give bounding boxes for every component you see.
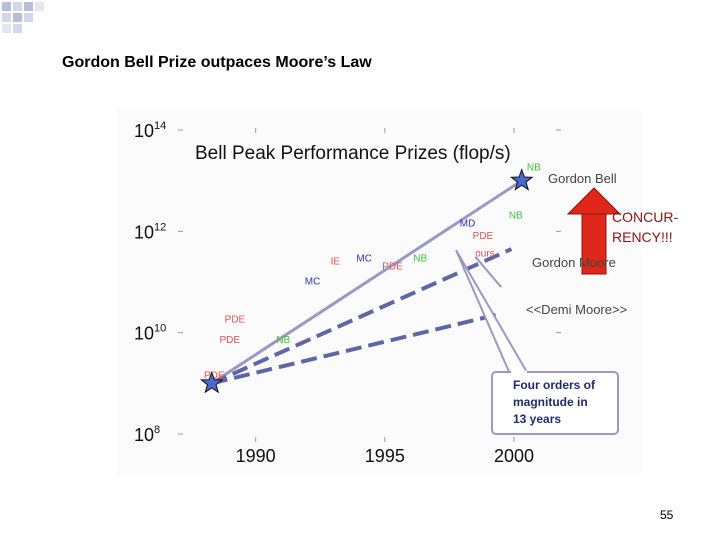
trend-line bbox=[210, 247, 513, 386]
trend-lines bbox=[210, 179, 523, 386]
y-tick-label: 108 bbox=[134, 424, 160, 445]
y-tick-label: 1010 bbox=[134, 323, 166, 344]
callout-line3: 13 years bbox=[513, 412, 561, 426]
star-marker bbox=[199, 370, 224, 394]
data-point-label: ours bbox=[475, 249, 494, 260]
decorative-squares bbox=[2, 2, 44, 33]
data-points: PDE PDE PDE NB MC IE MC PDE NB MD PDE ours NB NB bbox=[204, 163, 541, 382]
gordon-moore-label: Gordon Moore bbox=[532, 255, 616, 270]
x-tick-label: 1995 bbox=[365, 446, 405, 466]
y-tick-exponent: 12 bbox=[154, 221, 166, 233]
data-point-label: PDE bbox=[382, 261, 403, 272]
y-tick-base: 10 bbox=[134, 324, 154, 344]
y-tick-exponent: 8 bbox=[154, 424, 160, 436]
y-tick-label: 1014 bbox=[134, 120, 166, 141]
x-tick-label: 1990 bbox=[236, 446, 276, 466]
callout-box bbox=[455, 249, 619, 435]
data-point-label: IE bbox=[331, 256, 341, 267]
data-point-label: NB bbox=[509, 211, 523, 222]
data-point-label: MC bbox=[356, 254, 372, 265]
y-tick-base: 10 bbox=[134, 425, 154, 445]
data-point-label: NB bbox=[413, 254, 427, 265]
data-point-label: NB bbox=[276, 335, 290, 346]
data-point-label: PDE bbox=[225, 315, 246, 326]
y-tick-exponent: 10 bbox=[154, 323, 166, 335]
y-tick-base: 10 bbox=[134, 121, 154, 141]
concurrency-label-line1: CONCUR- bbox=[612, 209, 678, 225]
gordon-bell-label: Gordon Bell bbox=[548, 171, 617, 186]
star-marker bbox=[509, 168, 534, 191]
demi-moore-label: <<Demi Moore>> bbox=[526, 302, 627, 317]
callout-pointer bbox=[474, 256, 502, 288]
y-tick-base: 10 bbox=[134, 222, 154, 242]
chart-title: Bell Peak Performance Prizes (flop/s) bbox=[195, 143, 511, 164]
callout-line1: Four orders of bbox=[513, 378, 596, 392]
slide-title: Gordon Bell Prize outpaces Moore’s Law bbox=[62, 54, 372, 71]
data-point-label: MC bbox=[305, 277, 321, 288]
data-point-label: PDE bbox=[220, 335, 241, 346]
concurrency-arrow bbox=[566, 187, 622, 275]
data-point-label: NB bbox=[527, 163, 541, 174]
star-markers bbox=[199, 168, 534, 394]
trend-line bbox=[211, 312, 497, 386]
callout-line2: magnitude in bbox=[513, 395, 588, 409]
y-tick-label: 1012 bbox=[134, 221, 166, 242]
data-point-label: PDE bbox=[473, 231, 494, 242]
y-tick-exponent: 14 bbox=[154, 120, 166, 132]
page-number: 55 bbox=[660, 508, 674, 522]
concurrency-label-line2: RENCY!!! bbox=[612, 229, 673, 245]
x-tick-label: 2000 bbox=[494, 446, 534, 466]
trend-line bbox=[210, 179, 523, 385]
data-point-label: MD bbox=[460, 218, 476, 229]
data-point-label: PDE bbox=[204, 370, 225, 381]
